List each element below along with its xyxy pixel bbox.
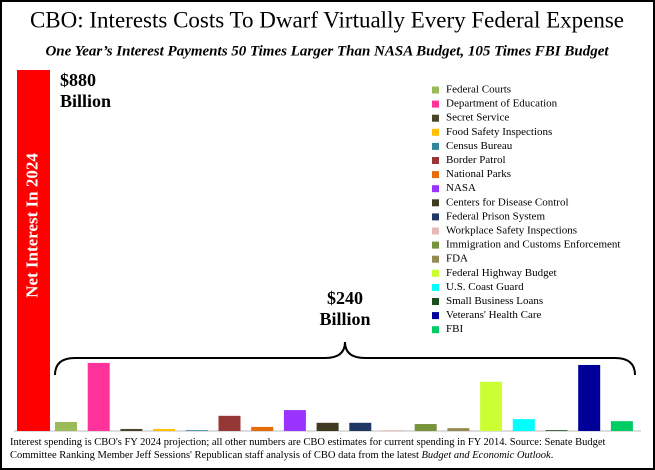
legend-label: Immigration and Customs Enforcement — [446, 239, 620, 251]
legend-label: FDA — [446, 253, 468, 265]
bar — [185, 430, 208, 431]
annotation: $240 — [327, 288, 363, 308]
legend-swatch — [432, 171, 439, 179]
bar — [55, 421, 77, 431]
bar — [382, 430, 404, 431]
legend-label: NASA — [446, 182, 476, 194]
bar — [545, 430, 568, 431]
bar — [283, 410, 306, 431]
legend-swatch — [432, 227, 439, 235]
bar — [512, 419, 535, 431]
legend-label: Federal Prison System — [446, 210, 545, 222]
legend-swatch — [432, 157, 439, 164]
annotation: Billion — [60, 91, 111, 111]
bar-label: Net Interest In 2024 — [22, 153, 41, 298]
legend-label: FBI — [446, 323, 463, 335]
chart-subtitle: One Year’s Interest Payments 50 Times La… — [45, 43, 609, 59]
bar — [349, 422, 372, 431]
legend-swatch — [432, 269, 439, 277]
bar — [316, 422, 339, 431]
legend-label: Federal Highway Budget — [446, 267, 557, 279]
legend-label: Workplace Safety Inspections — [446, 225, 577, 237]
legend-label: Border Patrol — [446, 154, 506, 166]
bar — [447, 428, 470, 431]
chart-title: CBO: Interests Costs To Dwarf Virtually … — [30, 7, 624, 32]
legend-label: Federal Courts — [446, 84, 511, 96]
bar — [87, 362, 110, 431]
legend-label: U.S. Coast Guard — [446, 281, 524, 293]
legend-swatch — [432, 326, 439, 334]
legend-label: Veterans' Health Care — [446, 309, 542, 321]
legend-swatch — [432, 114, 439, 122]
legend-swatch — [432, 86, 439, 94]
bar — [120, 428, 143, 431]
note-text: Interest spending is CBO's FY 2024 proje… — [10, 437, 606, 461]
legend-label: Centers for Disease Control — [446, 196, 569, 208]
footnote: Interest spending is CBO's FY 2024 proje… — [10, 436, 640, 462]
bar — [414, 424, 437, 431]
legend-swatch — [432, 199, 439, 207]
bar — [251, 426, 274, 431]
bar — [610, 421, 633, 431]
legend-swatch — [432, 241, 439, 249]
legend-label: Department of Education — [446, 98, 558, 110]
bar — [218, 415, 241, 431]
legend-label: Secret Service — [446, 112, 509, 124]
legend-swatch — [432, 283, 439, 291]
note-italic: Budget and Economic Outlook — [421, 450, 551, 461]
legend-swatch — [432, 213, 439, 221]
annotation: Billion — [319, 309, 370, 329]
annotation: $880 — [60, 70, 96, 90]
bar — [480, 381, 503, 431]
legend-label: Food Safety Inspections — [446, 126, 552, 138]
legend-swatch — [432, 128, 439, 136]
bar — [153, 428, 176, 431]
legend-swatch — [432, 298, 439, 305]
legend-swatch — [432, 312, 439, 320]
legend-label: National Parks — [446, 168, 511, 180]
bar — [578, 364, 601, 431]
legend-label: Small Business Loans — [446, 295, 543, 307]
legend-label: Census Bureau — [446, 140, 513, 152]
brace — [54, 341, 636, 376]
legend-swatch — [432, 142, 439, 150]
legend-swatch — [432, 255, 439, 263]
note-end: . — [550, 450, 554, 461]
legend-swatch — [432, 185, 439, 193]
legend-swatch — [432, 100, 439, 108]
bar — [17, 70, 50, 431]
